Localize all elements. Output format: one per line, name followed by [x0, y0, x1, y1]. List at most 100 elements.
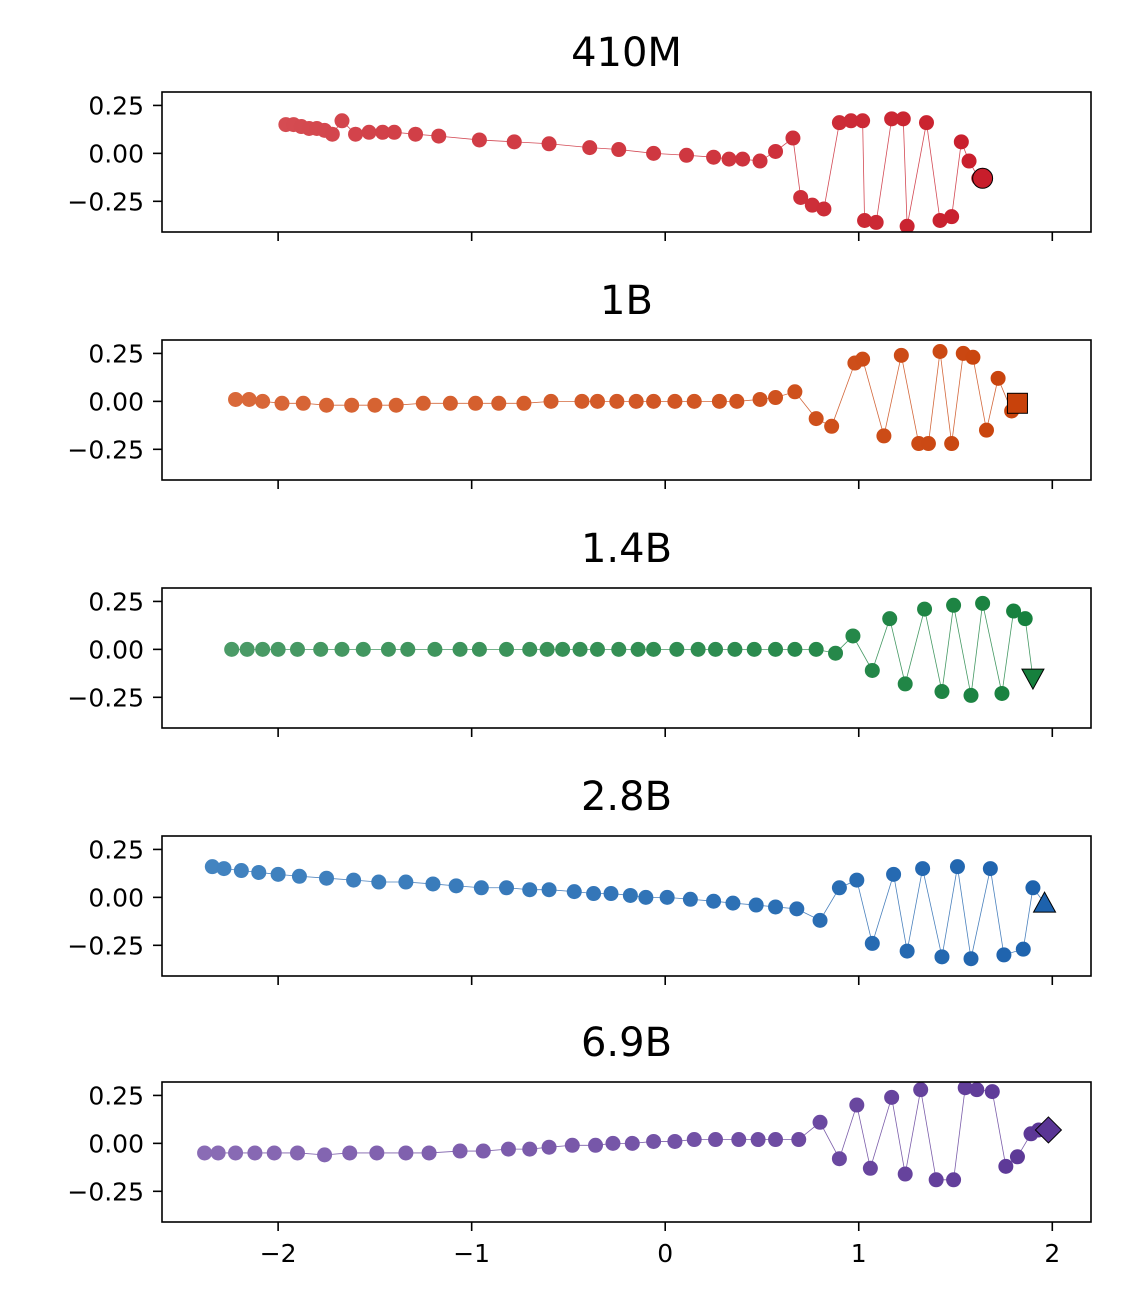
data-point: [882, 611, 898, 627]
data-point: [884, 111, 900, 127]
data-point: [920, 436, 936, 452]
final-point-marker: [1006, 392, 1028, 414]
data-point: [750, 1132, 766, 1148]
final-point-marker: [972, 167, 994, 189]
data-point: [791, 1132, 807, 1148]
axes-frame: [161, 1081, 1092, 1223]
data-point: [946, 1172, 962, 1188]
data-point: [787, 384, 803, 400]
axes-frame: [161, 835, 1092, 977]
final-point-marker: [1034, 1116, 1063, 1144]
data-point: [471, 132, 487, 148]
subplot-title: 6.9B: [581, 1020, 672, 1066]
data-point: [398, 1145, 414, 1161]
data-point: [241, 391, 257, 407]
axes-frame: [161, 587, 1092, 729]
data-point: [574, 393, 590, 409]
data-point: [855, 351, 871, 367]
data-point: [611, 641, 627, 657]
data-point: [711, 393, 727, 409]
data-point: [849, 872, 865, 888]
data-point: [804, 197, 820, 213]
data-point: [915, 861, 931, 877]
data-point: [539, 641, 555, 657]
data-point: [541, 136, 557, 152]
subplot-4: 2.8B 0.25 0.00 −0.25: [67, 774, 1092, 985]
data-point: [380, 641, 396, 657]
data-point: [706, 893, 722, 909]
trajectory-line: [204, 1087, 1049, 1181]
data-point: [961, 153, 977, 169]
data-point: [564, 1137, 580, 1153]
data-point: [953, 134, 969, 150]
data-point: [251, 864, 267, 880]
data-point: [334, 641, 350, 657]
data-point: [667, 393, 683, 409]
data-point: [1006, 603, 1022, 619]
y-tick-label: 0.25: [88, 91, 144, 120]
data-point: [228, 1145, 244, 1161]
data-point: [589, 393, 605, 409]
data-point: [586, 886, 602, 902]
data-point: [731, 1132, 747, 1148]
subplot-5: 6.9B 0.25 0.00 −0.25 −2 −1 0 1 2: [67, 1020, 1092, 1268]
data-point: [348, 126, 364, 142]
data-point: [678, 147, 694, 163]
data-point: [375, 124, 391, 140]
data-point: [204, 859, 220, 875]
data-point: [216, 861, 232, 877]
data-point: [255, 641, 271, 657]
data-point: [669, 641, 685, 657]
data-point: [963, 687, 979, 703]
data-point: [622, 887, 638, 903]
data-point: [897, 676, 913, 692]
data-point: [386, 124, 402, 140]
data-point: [721, 151, 737, 167]
data-point: [210, 1145, 226, 1161]
data-point: [603, 886, 619, 902]
data-point: [295, 395, 311, 411]
data-point: [442, 395, 458, 411]
y-tick-label: 0.00: [88, 387, 144, 416]
data-point: [421, 1145, 437, 1161]
data-point: [946, 597, 962, 613]
data-point: [886, 866, 902, 882]
data-point: [197, 1145, 213, 1161]
data-point: [982, 861, 998, 877]
data-point: [748, 897, 764, 913]
data-point: [682, 891, 698, 907]
data-point: [752, 391, 768, 407]
data-point: [808, 641, 824, 657]
data-point: [646, 393, 662, 409]
subplot-2: 1B 0.25 0.00 −0.25: [67, 278, 1092, 489]
data-point: [473, 880, 489, 896]
data-point: [876, 428, 892, 444]
data-point: [500, 1141, 516, 1157]
y-tick-label: −0.25: [67, 931, 144, 960]
data-point: [1025, 880, 1041, 896]
trajectory-line: [212, 866, 1045, 959]
data-point: [934, 949, 950, 965]
data-point: [522, 1141, 538, 1157]
data-point: [706, 149, 722, 165]
data-point: [787, 641, 803, 657]
data-point: [270, 866, 286, 882]
y-tick-label: 0.25: [88, 1081, 144, 1110]
series: [204, 859, 1057, 967]
data-point: [998, 1158, 1014, 1174]
data-point: [289, 641, 305, 657]
subplot-title: 2.8B: [581, 774, 672, 820]
data-point: [334, 113, 350, 129]
data-point: [582, 140, 598, 156]
data-point: [543, 393, 559, 409]
data-point: [944, 209, 960, 225]
data-point: [708, 641, 724, 657]
x-tick-label: 1: [851, 1239, 867, 1268]
data-point: [913, 1082, 929, 1098]
data-point: [727, 641, 743, 657]
data-point: [899, 218, 915, 232]
data-point: [690, 641, 706, 657]
data-point: [522, 882, 538, 898]
data-point: [388, 397, 404, 413]
data-point: [725, 895, 741, 911]
